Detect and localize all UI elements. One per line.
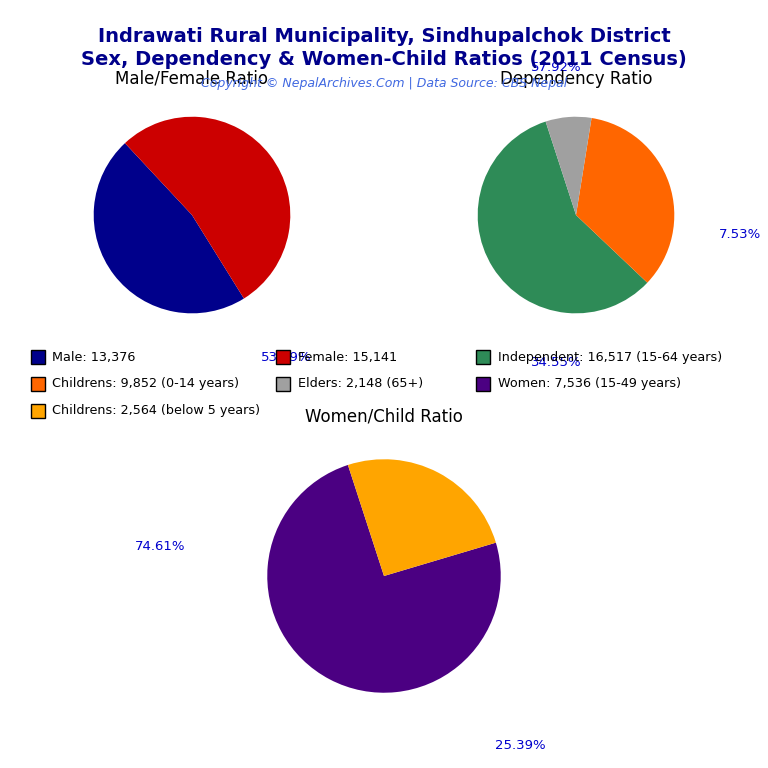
Wedge shape [545, 117, 591, 215]
Wedge shape [94, 143, 244, 313]
Wedge shape [267, 465, 501, 693]
Text: 7.53%: 7.53% [719, 228, 761, 241]
Text: 74.61%: 74.61% [135, 541, 186, 553]
Title: Dependency Ratio: Dependency Ratio [500, 70, 652, 88]
Title: Male/Female Ratio: Male/Female Ratio [115, 70, 269, 88]
Text: Copyright © NepalArchives.Com | Data Source: CBS Nepal: Copyright © NepalArchives.Com | Data Sou… [201, 77, 567, 90]
Text: 53.09%: 53.09% [261, 351, 311, 364]
Text: Independent: 16,517 (15-64 years): Independent: 16,517 (15-64 years) [498, 351, 722, 363]
Text: Women: 7,536 (15-49 years): Women: 7,536 (15-49 years) [498, 378, 680, 390]
Text: Indrawati Rural Municipality, Sindhupalchok District: Indrawati Rural Municipality, Sindhupalc… [98, 27, 670, 46]
Wedge shape [576, 118, 674, 283]
Wedge shape [125, 117, 290, 299]
Title: Women/Child Ratio: Women/Child Ratio [305, 408, 463, 425]
Text: Male: 13,376: Male: 13,376 [52, 351, 136, 363]
Text: Childrens: 9,852 (0-14 years): Childrens: 9,852 (0-14 years) [52, 378, 239, 390]
Wedge shape [478, 121, 647, 313]
Wedge shape [348, 459, 496, 576]
Text: 57.92%: 57.92% [531, 61, 581, 74]
Text: 25.39%: 25.39% [495, 739, 545, 752]
Text: Sex, Dependency & Women-Child Ratios (2011 Census): Sex, Dependency & Women-Child Ratios (20… [81, 50, 687, 69]
Text: Childrens: 2,564 (below 5 years): Childrens: 2,564 (below 5 years) [52, 405, 260, 417]
Text: Female: 15,141: Female: 15,141 [298, 351, 397, 363]
Text: Elders: 2,148 (65+): Elders: 2,148 (65+) [298, 378, 423, 390]
Text: 34.55%: 34.55% [531, 356, 581, 369]
